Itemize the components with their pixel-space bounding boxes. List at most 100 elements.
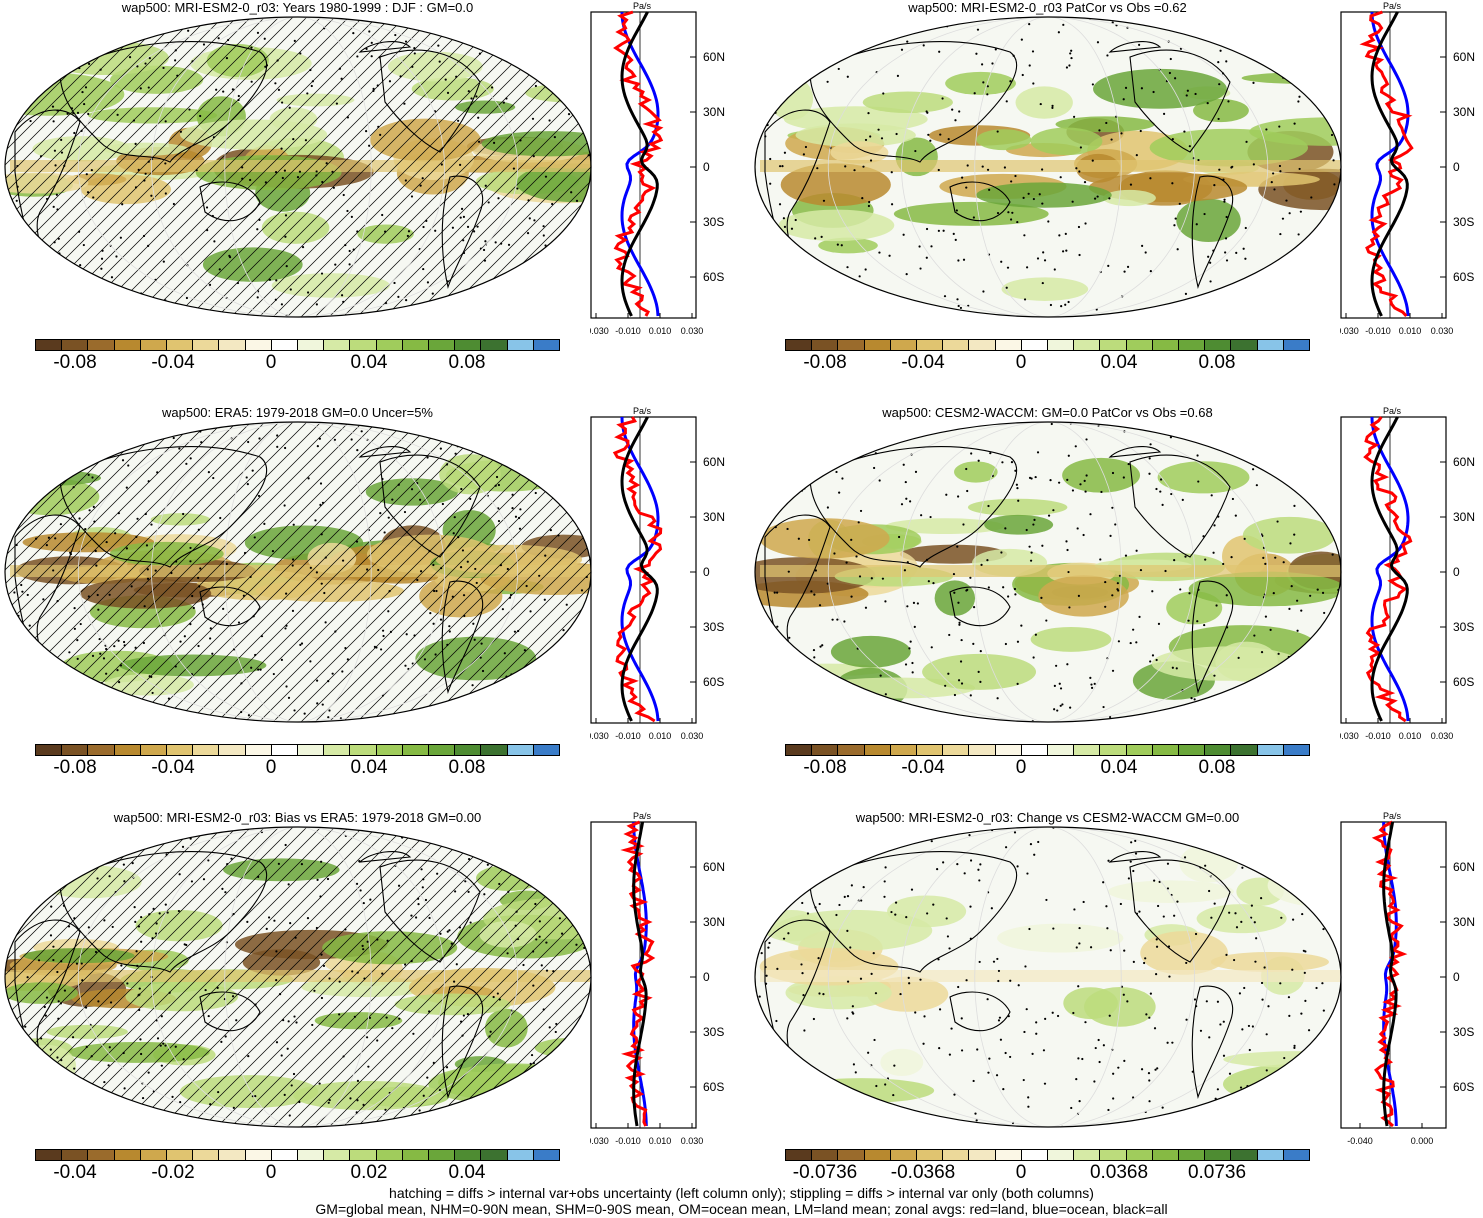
colorbar-swatch (1152, 745, 1180, 755)
field-patch (202, 247, 303, 282)
colorbar-swatch (1179, 340, 1206, 350)
itcz-band (760, 160, 1340, 172)
colorbar-swatch (943, 1150, 970, 1160)
field-patch (365, 478, 459, 506)
colorbar-label: 0.04 (350, 352, 388, 373)
field-patch (1265, 444, 1341, 478)
colorbar-label: -0.08 (53, 352, 97, 373)
colorbar-swatch (786, 340, 813, 350)
colorbar-swatch (1021, 745, 1049, 755)
colorbar-swatch (1100, 745, 1127, 755)
colorbar-swatch (402, 1150, 430, 1160)
field-patch (773, 909, 933, 952)
colorbar-swatch (376, 1150, 403, 1160)
zonal-mean-plot: Pa/s 60N 30N 0 30S 60S -0.030 -0.010 0.010 0.030 (1340, 1, 1475, 336)
field-patch (967, 498, 1068, 516)
colorbar-swatch (864, 340, 891, 350)
zonal-x-tick: -0.030 (590, 326, 609, 336)
colorbar-swatch (838, 745, 865, 755)
lat-label: 60N (1453, 860, 1475, 874)
colorbar-swatch (402, 340, 430, 350)
zonal-unit: Pa/s (1383, 1, 1402, 11)
panel-title: wap500: MRI-ESM2-0_r03: Bias vs ERA5: 19… (113, 810, 482, 825)
colorbar-label: 0.08 (448, 757, 486, 778)
colorbar-swatch (481, 745, 508, 755)
colorbar-swatch (455, 745, 482, 755)
zonal-x-tick: -0.030 (590, 731, 609, 741)
field-patch (830, 141, 889, 164)
colorbar-swatch (481, 340, 508, 350)
world-map (754, 16, 1342, 318)
field-patch (1249, 117, 1341, 146)
colorbar-label: -0.04 (901, 352, 945, 373)
colorbar-swatch (1231, 340, 1258, 350)
lat-label: 30N (703, 915, 725, 929)
colorbar-swatch (324, 745, 351, 755)
colorbar-swatch (193, 745, 220, 755)
field-patch (830, 635, 911, 668)
colorbar-swatch (864, 745, 891, 755)
zonal-x-tick: -0.040 (1347, 1136, 1373, 1146)
field-patch (23, 948, 135, 964)
zonal-unit: Pa/s (633, 1, 652, 11)
colorbar-label: 0.08 (1198, 757, 1236, 778)
zonal-x-tick: 0.010 (649, 326, 672, 336)
colorbar-swatch (995, 340, 1022, 350)
colorbar-swatch (838, 1150, 865, 1160)
colorbar-label: -0.0736 (792, 1162, 858, 1183)
colorbar-swatch (219, 745, 246, 755)
field-patch (79, 578, 212, 609)
world-map (4, 16, 592, 318)
colorbar-swatch (864, 1150, 891, 1160)
lat-label: 30N (1453, 510, 1475, 524)
zonal-ocean-curve (1370, 416, 1410, 722)
colorbar-label: 0.04 (1100, 352, 1138, 373)
colorbar-swatch (271, 1150, 299, 1160)
zonal-all-curve (1370, 11, 1409, 317)
colorbar-swatch (507, 745, 534, 755)
field-patch (293, 1080, 444, 1111)
colorbar-swatch (533, 1150, 560, 1160)
field-patch (261, 211, 330, 244)
colorbar (35, 744, 560, 756)
colorbar-label: 0.0368 (1089, 1162, 1149, 1183)
colorbar-swatch (481, 1150, 508, 1160)
lat-label: 60S (1453, 270, 1474, 284)
field-patch (439, 454, 501, 495)
zonal-unit: Pa/s (633, 811, 652, 821)
itcz-band (10, 160, 590, 172)
colorbar-swatch (969, 1150, 996, 1160)
zonal-ocean-curve (620, 416, 660, 722)
zonal-ocean-curve (1382, 822, 1398, 1127)
colorbar-swatch (36, 745, 63, 755)
zonal-mean-plot: Pa/s 60N 30N 0 30S 60S -0.030 -0.010 0.010 0.030 (590, 406, 725, 741)
zonal-all-curve (620, 416, 659, 722)
colorbar-swatch (1257, 340, 1284, 350)
colorbar-swatch (167, 340, 194, 350)
colorbar-swatch (245, 1150, 272, 1160)
colorbar-swatch (62, 745, 89, 755)
itcz-band (10, 565, 590, 577)
itcz-band (760, 970, 1340, 982)
panel-title: wap500: MRI-ESM2-0_r03: Years 1980-1999 … (121, 0, 474, 15)
colorbar-swatch (219, 1150, 246, 1160)
lat-label: 30S (1453, 620, 1474, 634)
graticule (827, 17, 1269, 317)
lat-label: 30N (703, 510, 725, 524)
field-patch (223, 858, 340, 882)
colorbar-swatch (114, 1150, 141, 1160)
colorbar-swatch (298, 1150, 325, 1160)
colorbar-swatch (917, 1150, 944, 1160)
colorbar-swatch (140, 1150, 168, 1160)
colorbar-swatch (88, 745, 115, 755)
colorbar-swatch (969, 340, 996, 350)
zonal-x-tick: 0.030 (1431, 326, 1454, 336)
field-patch (1140, 931, 1229, 975)
colorbar-swatch (917, 340, 944, 350)
zonal-x-tick: -0.010 (615, 731, 641, 741)
field-patch (976, 129, 1032, 151)
colorbar-swatch (1048, 1150, 1075, 1160)
lat-label: 30S (703, 620, 724, 634)
colorbar-swatch (1100, 340, 1127, 350)
lat-label: 60S (703, 270, 724, 284)
